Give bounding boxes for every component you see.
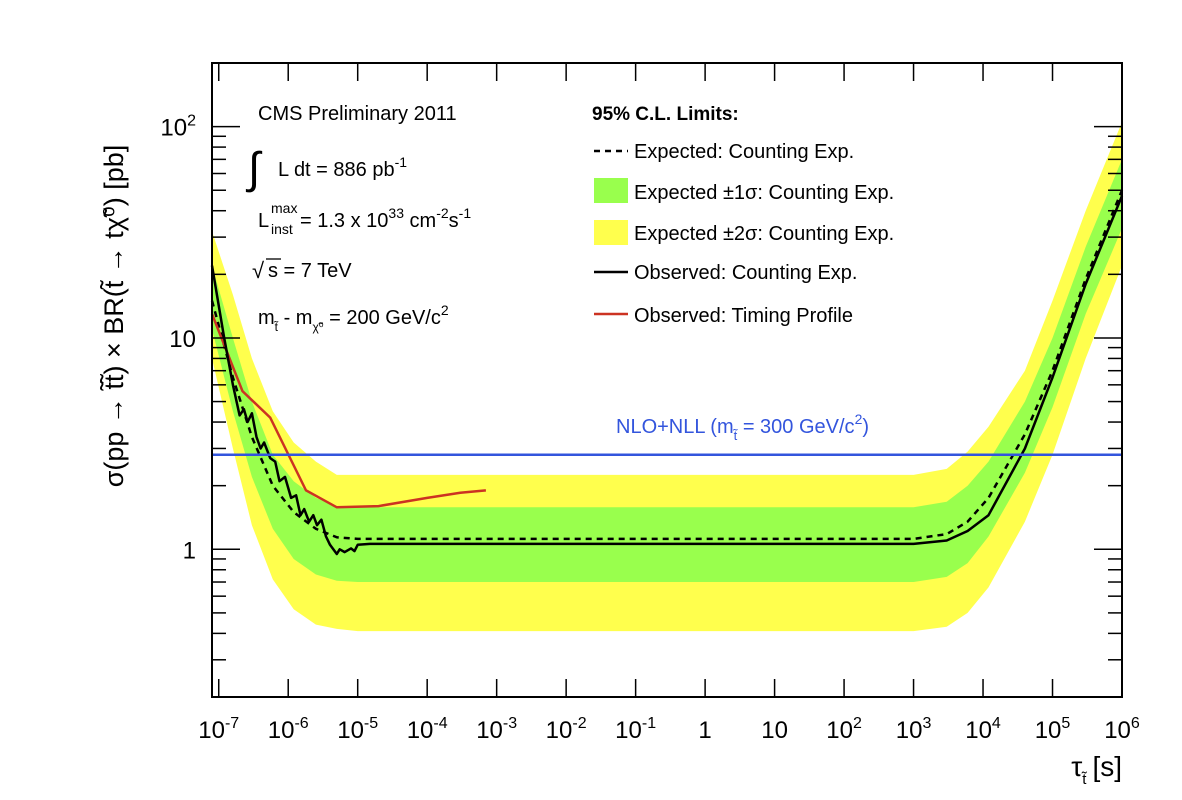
inst-lumi-value: = 1.3 x 1033 cm-2s-1 [300,205,471,232]
inst-lumi-sup: max [271,200,297,216]
plot-frame [211,62,1123,698]
x-tick-label: 10-3 [476,715,517,744]
x-tick-label: 10-7 [198,715,239,744]
series-lines [210,189,1124,556]
theory-line-label: NLO+NLL (mt̃ = 300 GeV/c2) [616,411,869,443]
experiment-label: CMS Preliminary 2011 [258,103,457,125]
sqrt-s-label: s = 7 TeV [268,260,352,282]
x-tick-label: 10 [761,717,788,744]
y-axis-title: σ(pp → t̃t̃) × BR(t̃ → tχ̃⁰) [pb] [99,145,129,487]
timing-profile-line [210,313,487,509]
inst-lumi-sub: inst [271,221,293,237]
x-tick-label: 1 [698,717,711,744]
observed-limit-line [210,195,1124,556]
inst-lumi-L: L [258,210,269,232]
expected-1sigma-band [212,159,1122,582]
legend-swatch-band1 [594,178,628,203]
x-axis-title: τt̃ [s] [1071,751,1122,788]
legend-title: 95% C.L. Limits: [592,104,739,125]
x-tick-label: 102 [826,715,862,744]
band-1sigma [212,159,1122,582]
legend-label-band1: Expected ±1σ: Counting Exp. [634,182,894,204]
x-tick-label: 10-5 [337,715,378,744]
x-tick-label: 104 [965,715,1001,744]
integral-sign: ∫ [245,144,263,193]
lumi-label: L dt = 886 pb-1 [278,154,407,181]
x-tick-label: 10-4 [407,715,448,744]
y-tick-label: 1 [183,537,196,564]
mass-diff-label: mt̃ - mχ̃⁰ = 200 GeV/c2 [258,302,449,334]
legend-label-expected: Expected: Counting Exp. [634,141,854,163]
x-tick-label: 10-1 [615,715,656,744]
legend-label-band2: Expected ±2σ: Counting Exp. [634,223,894,245]
sqrt-symbol: √ [252,258,265,283]
x-axis-ticks: 10-7 10-6 10-5 10-4 10-3 10-2 10-1 1 10 102 103 104… [198,63,1140,744]
band-2sigma [212,122,1122,632]
legend-swatch-band2 [594,220,628,245]
x-tick-label: 103 [896,715,932,744]
y-tick-label: 102 [160,113,196,142]
expected-limit-line [210,189,1124,541]
y-axis-ticks: 1 10 102 [160,62,1122,698]
expected-2sigma-band [212,122,1122,632]
legend-label-timing: Observed: Timing Profile [634,305,853,327]
y-tick-label: 10 [169,326,196,353]
annotation-block: CMS Preliminary 2011 ∫ L dt = 886 pb-1 L… [245,103,471,334]
x-tick-label: 10-2 [546,715,587,744]
x-tick-label: 106 [1104,715,1140,744]
legend-label-observed: Observed: Counting Exp. [634,262,857,284]
x-tick-label: 10-6 [268,715,309,744]
legend: 95% C.L. Limits: Expected: Counting Exp.… [592,104,894,327]
plot-border [211,62,1123,698]
x-tick-label: 105 [1035,715,1071,744]
